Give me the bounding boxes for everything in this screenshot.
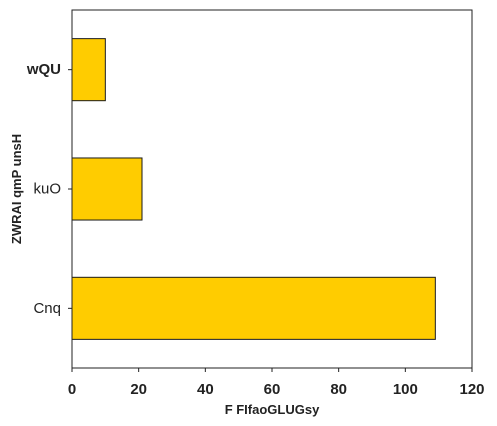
x-tick-label-0: 0 xyxy=(68,381,76,398)
x-axis-label: F FIfaoGLUGsy xyxy=(225,402,320,417)
bar-Cnq xyxy=(71,276,436,340)
x-ticks-group: 0 20 40 60 80 100 120 xyxy=(68,368,485,398)
y-tick-label-Cnq: Cnq xyxy=(33,300,61,317)
x-tick-label-40: 40 xyxy=(197,381,214,398)
y-axis-label: ZWRAI qmP unsH xyxy=(9,134,24,244)
bar-kuO xyxy=(71,157,143,221)
bar-wQU xyxy=(71,38,106,102)
y-tick-label-kuO: kuO xyxy=(33,181,61,198)
x-tick-label-80: 80 xyxy=(330,381,347,398)
y-tick-label-wQU: wQU xyxy=(26,61,61,78)
x-tick-label-20: 20 xyxy=(130,381,147,398)
bars-group xyxy=(71,38,436,340)
y-tick-labels: wQU kuO Cnq xyxy=(26,61,72,317)
plot-frame xyxy=(71,9,473,369)
x-tick-label-120: 120 xyxy=(459,381,484,398)
x-tick-label-100: 100 xyxy=(393,381,418,398)
x-tick-label-60: 60 xyxy=(264,381,281,398)
